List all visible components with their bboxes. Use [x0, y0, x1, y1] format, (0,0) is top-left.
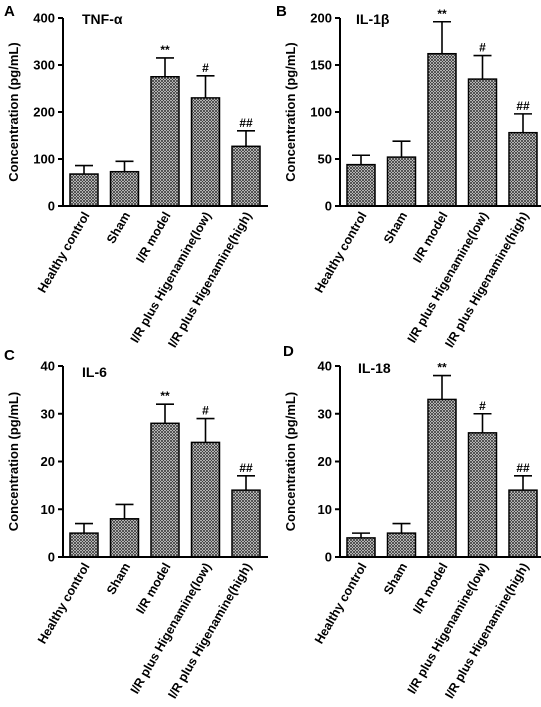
significance-label: #: [479, 399, 486, 413]
chart-panel-a: A TNF-α Concentration (pg/mL) 0 100 200 300 400…: [4, 3, 268, 350]
significance-label: ##: [239, 461, 253, 475]
y-tick-label: 20: [41, 454, 55, 469]
chart-title: IL-18: [358, 360, 391, 376]
significance-label: **: [437, 7, 447, 21]
category-label: Sham: [104, 210, 133, 246]
category-label: I/R plus Higenamine(high): [165, 561, 254, 702]
y-tick-label: 40: [41, 359, 55, 374]
bar: [427, 52, 457, 207]
chart-panel-d: D IL-18 Concentration (pg/mL) 0 10 20 30 40 Heal…: [283, 343, 541, 701]
category-label: Sham: [381, 561, 410, 597]
bar: [69, 532, 99, 558]
y-tick-label: 10: [41, 502, 55, 517]
y-tick-label: 30: [41, 406, 55, 421]
y-tick-label: 400: [33, 11, 55, 26]
bar: [150, 422, 180, 558]
significance-label: #: [202, 61, 209, 75]
bar: [346, 537, 376, 558]
chart-panel-b: B IL-1β Concentration (pg/mL) 0 50 100 150 200 H…: [276, 3, 541, 350]
panel-letter: C: [4, 347, 15, 364]
y-axis-label: Concentration (pg/mL): [283, 392, 298, 531]
bar: [231, 145, 261, 207]
category-label: I/R model: [410, 210, 450, 266]
category-label: Sham: [381, 210, 410, 246]
category-label: I/R plus Higenamine(high): [442, 210, 531, 351]
category-label: I/R plus Higenamine(low): [405, 210, 491, 346]
y-tick-label: 30: [318, 406, 332, 421]
bar: [386, 156, 417, 207]
significance-label: **: [160, 43, 170, 57]
bar: [231, 489, 261, 558]
category-label: I/R plus Higenamine(low): [128, 561, 214, 697]
significance-label: **: [437, 361, 447, 375]
category-label: Healthy control: [312, 210, 370, 296]
category-label: I/R plus Higenamine(high): [442, 561, 531, 702]
chart-title: IL-6: [82, 364, 107, 380]
category-label: I/R model: [133, 561, 173, 617]
bar: [150, 76, 180, 207]
category-label: I/R plus Higenamine(low): [405, 561, 491, 697]
bar: [386, 532, 417, 558]
y-tick-label: 50: [318, 152, 332, 167]
significance-label: **: [160, 389, 170, 403]
panel-letter: B: [276, 3, 287, 20]
chart-title: IL-1β: [356, 11, 390, 27]
y-axis-label: Concentration (pg/mL): [283, 42, 298, 181]
significance-label: ##: [239, 116, 253, 130]
category-label: I/R plus Higenamine(low): [128, 210, 214, 346]
significance-label: #: [202, 404, 209, 418]
y-tick-label: 40: [318, 359, 332, 374]
bar: [467, 432, 498, 558]
y-tick-label: 0: [48, 550, 55, 565]
y-tick-label: 150: [310, 58, 332, 73]
bar: [467, 78, 498, 207]
y-axis-label: Concentration (pg/mL): [6, 42, 21, 181]
category-label: I/R plus Higenamine(high): [165, 210, 254, 351]
y-tick-label: 200: [33, 105, 55, 120]
panel-letter: D: [283, 343, 294, 360]
bar: [69, 173, 99, 207]
y-tick-label: 0: [48, 199, 55, 214]
bar: [109, 518, 140, 558]
y-tick-label: 0: [325, 550, 332, 565]
bar: [190, 97, 221, 207]
significance-label: ##: [516, 461, 530, 475]
category-label: I/R model: [410, 561, 450, 617]
category-label: I/R model: [133, 210, 173, 266]
bar: [346, 163, 376, 207]
bar: [508, 489, 538, 558]
y-tick-label: 100: [33, 152, 55, 167]
category-label: Healthy control: [35, 210, 93, 296]
bar: [508, 131, 538, 207]
y-tick-label: 200: [310, 11, 332, 26]
y-tick-label: 300: [33, 58, 55, 73]
y-tick-label: 100: [310, 105, 332, 120]
y-tick-label: 20: [318, 454, 332, 469]
bar: [109, 170, 140, 207]
bar: [427, 398, 457, 558]
category-label: Sham: [104, 561, 133, 597]
panel-letter: A: [4, 3, 15, 20]
category-label: Healthy control: [35, 561, 93, 647]
category-label: Healthy control: [312, 561, 370, 647]
chart-title: TNF-α: [82, 11, 123, 27]
y-tick-label: 10: [318, 502, 332, 517]
chart-panel-c: C IL-6 Concentration (pg/mL) 0 10 20 30 40 Healt…: [4, 347, 268, 701]
y-tick-label: 0: [325, 199, 332, 214]
bar: [190, 441, 221, 558]
y-axis-label: Concentration (pg/mL): [6, 392, 21, 531]
significance-label: #: [479, 41, 486, 55]
significance-label: ##: [516, 99, 530, 113]
